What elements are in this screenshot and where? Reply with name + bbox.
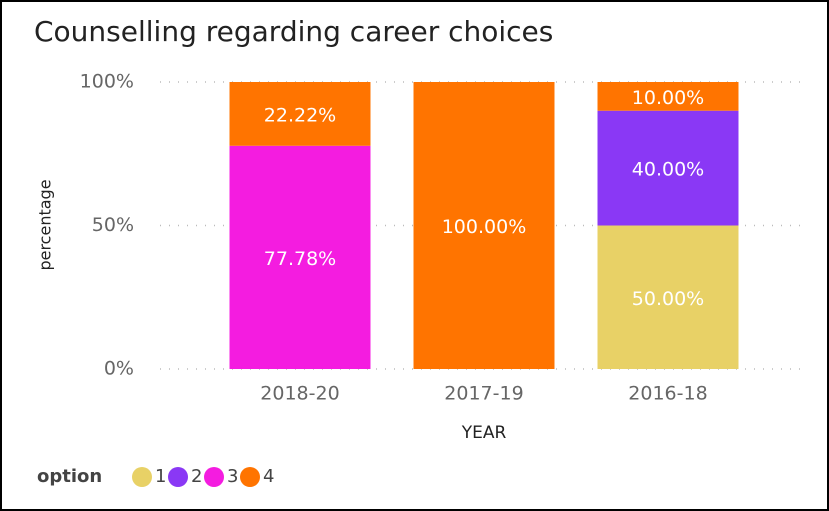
legend-label: 2: [191, 466, 202, 487]
bar-segment: [229, 82, 371, 146]
data-label: 10.00%: [632, 87, 704, 109]
legend-marker: [168, 467, 188, 487]
bar-segment: [597, 82, 739, 111]
data-label: 100.00%: [442, 216, 527, 238]
bar-segment: [229, 145, 371, 369]
legend-marker: [240, 467, 260, 487]
y-tick-label: 50%: [92, 214, 134, 236]
y-tick-label: 100%: [80, 71, 134, 93]
data-label: 22.22%: [264, 104, 336, 126]
legend-label: 1: [155, 466, 166, 487]
x-axis-label: YEAR: [461, 423, 507, 443]
data-label: 77.78%: [264, 248, 336, 270]
data-label: 40.00%: [632, 159, 704, 181]
legend-label: 4: [263, 466, 274, 487]
data-label: 50.00%: [632, 288, 704, 310]
bar-segment: [597, 110, 739, 226]
x-tick-label: 2017-19: [444, 383, 523, 405]
x-tick-label: 2018-20: [260, 383, 339, 405]
legend-marker: [132, 467, 152, 487]
legend-title: option: [37, 466, 102, 487]
bar-segment: [597, 225, 739, 369]
legend-label: 3: [227, 466, 238, 487]
chart-title: Counselling regarding career choices: [34, 15, 553, 48]
legend-marker: [204, 467, 224, 487]
x-tick-label: 2016-18: [628, 383, 707, 405]
y-tick-label: 0%: [104, 358, 134, 380]
bar-segment: [413, 82, 555, 369]
y-axis-label: percentage: [36, 179, 55, 270]
